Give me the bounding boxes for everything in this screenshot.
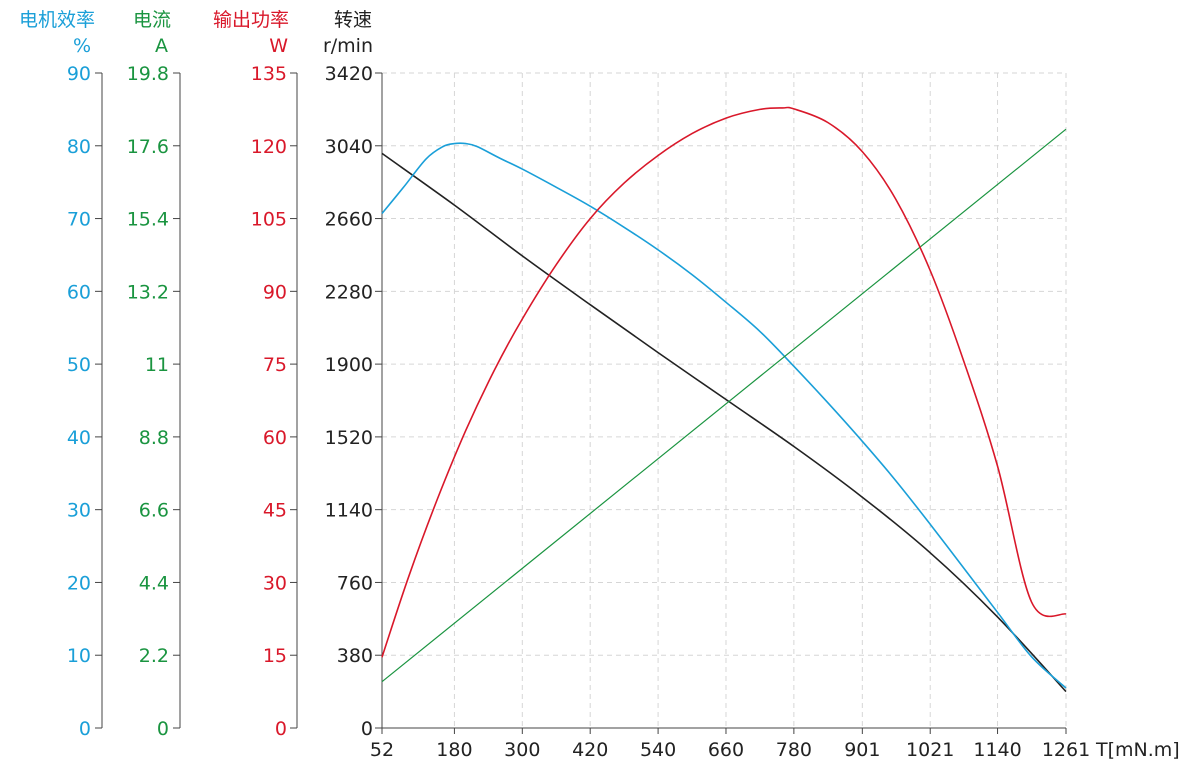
power-tick-label: 60 — [263, 427, 287, 449]
efficiency-tick-label: 80 — [67, 136, 91, 158]
current-tick-label: 19.8 — [127, 63, 169, 85]
x-tick-label: 780 — [776, 739, 812, 761]
speed-tick-label: 1140 — [325, 500, 373, 522]
power-tick-label: 135 — [251, 63, 287, 85]
x-tick-label: 420 — [572, 739, 608, 761]
efficiency-tick-label: 0 — [79, 718, 91, 740]
current-tick-label: 2.2 — [139, 645, 169, 667]
series — [381, 106, 1067, 693]
speed-tick-label: 2280 — [325, 281, 373, 303]
speed-tick-label: 1900 — [325, 354, 373, 376]
power-tick-label: 30 — [263, 572, 287, 594]
axes: 90 80 70 60 50 40 30 20 10 0 19.8 17.6 15.4 13.2 11 8.8… — [67, 63, 1090, 761]
current-tick-label: 4.4 — [139, 572, 169, 594]
speed-tick-label: 380 — [337, 645, 373, 667]
efficiency-axis-unit: % — [73, 35, 91, 57]
efficiency-tick-label: 10 — [67, 645, 91, 667]
x-tick-label: 52 — [370, 739, 394, 761]
efficiency-tick-label: 20 — [67, 572, 91, 594]
efficiency-tick-label: 50 — [67, 354, 91, 376]
x-tick-label: 1021 — [906, 739, 954, 761]
power-tick-label: 45 — [263, 500, 287, 522]
efficiency-tick-label: 40 — [67, 427, 91, 449]
speed-series-line — [381, 152, 1067, 693]
efficiency-axis-title: 电机效率 — [19, 9, 95, 31]
current-tick-label: 0 — [157, 718, 169, 740]
current-axis-title: 电流 — [133, 9, 171, 31]
grid — [382, 72, 1067, 728]
power-tick-label: 15 — [263, 645, 287, 667]
current-tick-label: 11 — [145, 354, 169, 376]
speed-tick-label: 0 — [361, 718, 373, 740]
speed-tick-label: 2660 — [325, 209, 373, 231]
efficiency-tick-label: 70 — [67, 209, 91, 231]
speed-tick-label: 760 — [337, 572, 373, 594]
current-tick-label: 15.4 — [127, 209, 169, 231]
current-axis-unit: A — [155, 35, 168, 57]
current-tick-label: 17.6 — [127, 136, 169, 158]
efficiency-tick-label: 90 — [67, 63, 91, 85]
efficiency-series-line — [381, 142, 1067, 689]
x-tick-label: 540 — [640, 739, 676, 761]
x-tick-label: 1261 — [1042, 739, 1090, 761]
efficiency-tick-label: 30 — [67, 500, 91, 522]
power-axis-unit: W — [269, 35, 288, 57]
x-tick-label: 901 — [844, 739, 880, 761]
x-tick-label: 180 — [436, 739, 472, 761]
axis-headers: 电机效率 % 电流 A 输出功率 W 转速 r/min T[mN.m] — [19, 9, 1180, 761]
speed-tick-label: 1520 — [325, 427, 373, 449]
current-tick-label: 8.8 — [139, 427, 169, 449]
current-tick-label: 6.6 — [139, 500, 169, 522]
speed-tick-label: 3040 — [325, 136, 373, 158]
x-tick-label: 300 — [504, 739, 540, 761]
power-tick-label: 90 — [263, 281, 287, 303]
x-axis-title: T[mN.m] — [1095, 739, 1180, 761]
speed-axis-title: 转速 — [334, 9, 372, 31]
x-tick-label: 1140 — [973, 739, 1021, 761]
power-tick-label: 120 — [251, 136, 287, 158]
current-series-line — [381, 128, 1067, 683]
speed-axis-unit: r/min — [323, 35, 373, 57]
power-tick-label: 105 — [251, 209, 287, 231]
efficiency-tick-label: 60 — [67, 281, 91, 303]
power-tick-label: 75 — [263, 354, 287, 376]
x-tick-label: 660 — [708, 739, 744, 761]
speed-tick-label: 3420 — [325, 63, 373, 85]
power-series-line — [381, 106, 1067, 658]
current-tick-label: 13.2 — [127, 281, 169, 303]
power-tick-label: 0 — [275, 718, 287, 740]
power-axis-title: 输出功率 — [213, 9, 289, 31]
